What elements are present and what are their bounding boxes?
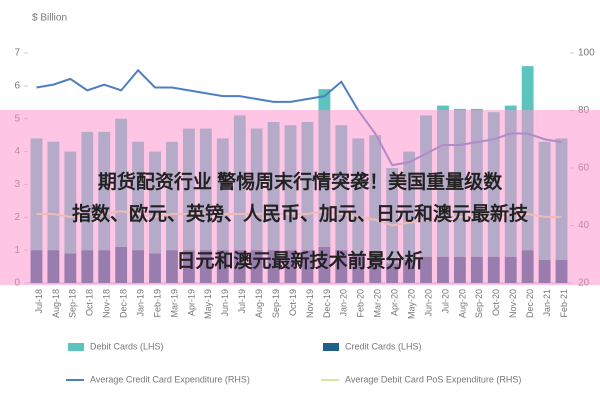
x-tick-label: Jan-20 bbox=[339, 289, 349, 317]
x-tick-label: Feb-20 bbox=[356, 289, 366, 318]
legend-label: Debit Cards (LHS) bbox=[90, 341, 164, 351]
x-tick-label: Dec-18 bbox=[119, 289, 129, 318]
y-axis-label: $ Billion bbox=[32, 13, 67, 24]
x-tick-label: Sep-20 bbox=[474, 289, 484, 318]
x-tick-label: Nov-19 bbox=[305, 289, 315, 318]
x-tick-label: Mar-19 bbox=[169, 289, 179, 318]
x-tick-label: Dec-20 bbox=[525, 289, 535, 318]
x-tick-label: Sep-18 bbox=[68, 289, 78, 318]
x-tick-label: Sep-19 bbox=[271, 289, 281, 318]
x-tick-label: May-19 bbox=[203, 289, 213, 319]
x-tick-label: Nov-18 bbox=[102, 289, 112, 318]
x-tick-label: Jul-20 bbox=[440, 289, 450, 314]
x-tick-label: Oct-18 bbox=[85, 289, 95, 316]
legend-label: Average Credit Card Expenditure (RHS) bbox=[90, 374, 250, 384]
overlay-text: 日元和澳元最新技术前景分析 bbox=[176, 249, 423, 272]
y-tick-label: 7 bbox=[14, 48, 20, 59]
x-tick-label: Jan-19 bbox=[135, 289, 145, 317]
x-tick-label: Oct-20 bbox=[491, 289, 501, 316]
y2-tick-label: 100 bbox=[578, 48, 595, 59]
x-tick-label: Oct-19 bbox=[288, 289, 298, 316]
y-tick-label: 6 bbox=[14, 80, 20, 91]
legend-swatch bbox=[68, 343, 84, 351]
overlay-text: 期货配资行业 警惕周末行情突袭！美国重量级数 bbox=[98, 170, 503, 193]
overlay-text: 指数、欧元、英镑、人民币、加元、日元和澳元最新技 bbox=[72, 202, 529, 225]
x-tick-label: Aug-20 bbox=[457, 289, 467, 318]
x-tick-label: Jul-18 bbox=[34, 289, 44, 314]
x-tick-label: Jun-19 bbox=[220, 289, 230, 317]
x-tick-label: Aug-18 bbox=[51, 289, 61, 318]
x-tick-label: Jan-21 bbox=[542, 289, 552, 317]
x-tick-label: Jul-19 bbox=[237, 289, 247, 314]
x-tick-label: Feb-19 bbox=[152, 289, 162, 318]
x-tick-label: Nov-20 bbox=[508, 289, 518, 318]
legend-label: Credit Cards (LHS) bbox=[345, 341, 422, 351]
legend-swatch bbox=[323, 343, 339, 351]
x-tick-label: Aug-19 bbox=[254, 289, 264, 318]
legend-label: Average Debit Card PoS Expenditure (RHS) bbox=[345, 374, 521, 384]
x-tick-label: Feb-21 bbox=[559, 289, 569, 318]
x-tick-label: May-20 bbox=[406, 289, 416, 319]
x-tick-label: Jun-20 bbox=[423, 289, 433, 317]
x-tick-label: Dec-19 bbox=[322, 289, 332, 318]
x-tick-label: Apr-20 bbox=[390, 289, 400, 316]
x-tick-label: Mar-20 bbox=[373, 289, 383, 318]
x-tick-label: Apr-19 bbox=[186, 289, 196, 316]
overlay-band bbox=[0, 110, 600, 285]
